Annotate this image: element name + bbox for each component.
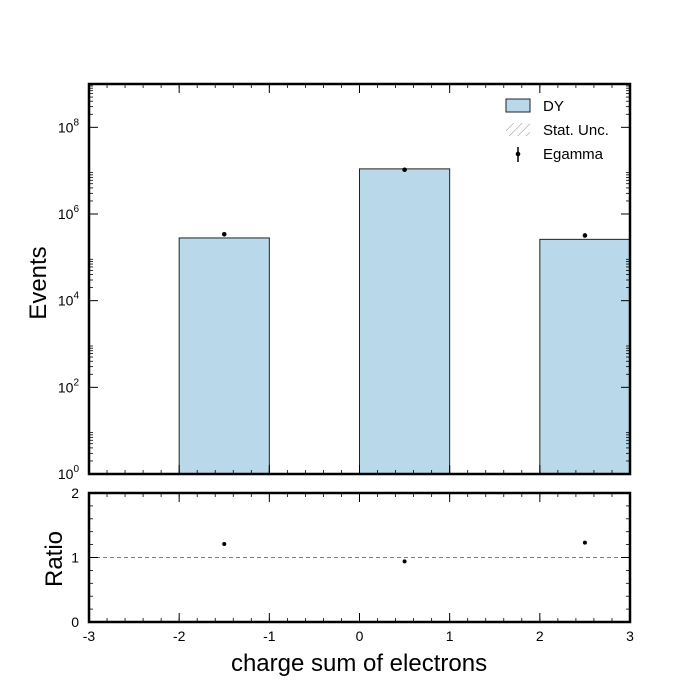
ratio-y-axis-title: Ratio [41,531,68,587]
legend-label-egamma: Egamma [543,146,604,163]
ratio-y-tick-label-2: 2 [71,485,79,501]
x-tick-label-2: -1 [263,628,276,644]
ratio-panel: 0 1 2 -3 -2 -1 0 1 2 3 Ratio charge sum of elect… [41,485,634,677]
legend-swatch-stat-unc [506,123,530,136]
main-y-tick-labels: 100 102 104 106 108 [58,117,80,482]
main-y-tick-label-3: 106 [58,204,80,222]
x-tick-label-1: -2 [173,628,186,644]
ratio-point-0 [222,541,227,546]
legend-label-stat-unc: Stat. Unc. [543,122,609,139]
main-y-tick-label-2: 104 [58,291,80,309]
ratio-point-2 [582,540,587,545]
legend-marker-egamma [515,151,521,157]
legend-swatch-dy [505,98,531,113]
ratio-y-tick-labels: 0 1 2 [71,485,79,630]
dy-bar-0 [178,237,270,475]
ratio-points [222,540,587,564]
main-bars [178,168,631,475]
x-tick-label-6: 3 [626,628,634,644]
main-y-tick-label-4: 108 [58,117,80,135]
dy-bar-2 [539,238,631,475]
ratio-point-1 [402,559,407,564]
egamma-point-1 [402,167,407,173]
legend: DY Stat. Unc. Egamma [505,98,609,163]
legend-label-dy: DY [543,98,564,115]
y-axis-title: Events [25,246,52,319]
ratio-y-tick-label-0: 0 [71,614,79,630]
x-tick-label-4: 1 [446,628,454,644]
egamma-point-2 [582,233,588,238]
dy-bar-1 [359,168,451,475]
x-tick-labels: -3 -2 -1 0 1 2 3 [83,628,634,644]
egamma-point-0 [221,232,227,237]
x-tick-label-0: -3 [83,628,96,644]
ratio-y-tick-label-1: 1 [71,550,79,566]
x-tick-label-3: 0 [356,628,364,644]
main-y-tick-label-0: 100 [58,464,80,482]
main-y-tick-label-1: 102 [58,377,80,395]
main-points [221,167,588,238]
x-axis-title: charge sum of electrons [231,650,487,677]
main-plot-frame [87,82,632,476]
ratio-plot-frame [87,491,632,624]
x-tick-label-5: 2 [536,628,544,644]
